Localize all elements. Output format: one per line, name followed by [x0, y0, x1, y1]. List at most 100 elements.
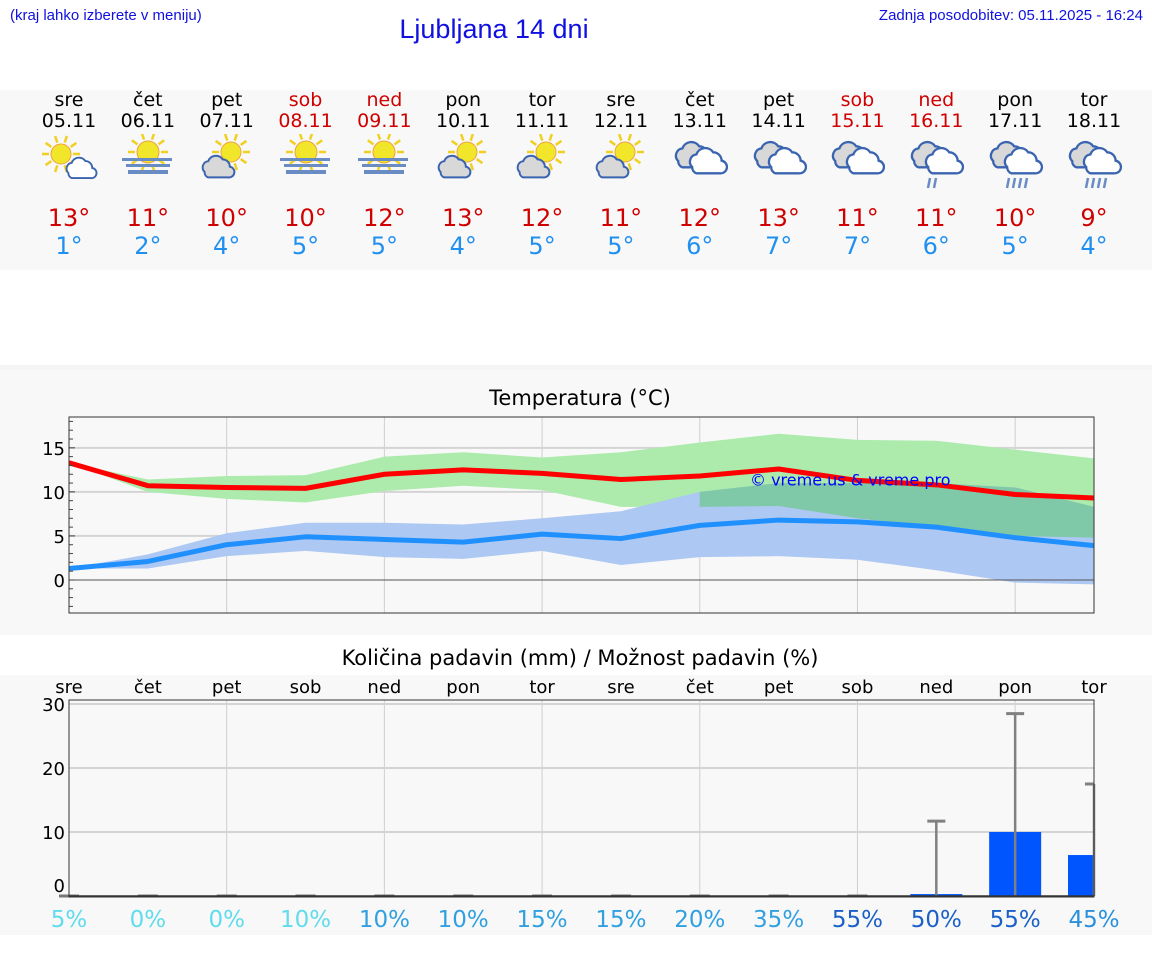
spacer [0, 270, 1152, 365]
day-name: ned [918, 89, 955, 111]
cloudy-rain-icon [1055, 134, 1133, 198]
max-temperature: 11° [915, 204, 958, 232]
day-name: sre [54, 89, 84, 111]
day-label: ned [367, 677, 401, 698]
day-name: pet [211, 89, 243, 111]
day-date: 10.11 [436, 110, 491, 132]
precipitation-probability: 35% [753, 907, 804, 933]
day-label: tor [1081, 677, 1107, 698]
max-temperature: 13° [47, 204, 91, 232]
day-name: sob [288, 89, 323, 111]
y-tick-label: 10 [42, 823, 65, 844]
max-temperature: 11° [836, 204, 879, 232]
day-label: pet [212, 677, 242, 698]
day-column: sre 05.11 13° 1° [30, 90, 108, 260]
temperature-chart: © vreme.us & vreme.pro 0 5 10 15 [42, 416, 1095, 614]
day-name: tor [1080, 89, 1108, 111]
partly-cloudy-icon [188, 134, 266, 198]
precipitation-probability: 20% [674, 907, 725, 933]
day-label: pet [764, 677, 794, 698]
min-temperature: 1° [55, 232, 83, 260]
y-tick-label: 10 [42, 483, 65, 504]
day-label: sob [290, 677, 322, 698]
precipitation-probability: 5% [51, 907, 88, 933]
day-name: sob [840, 89, 875, 111]
day-name: tor [528, 89, 556, 111]
sun-small-cloud-icon [30, 134, 108, 198]
min-temperature: 4° [449, 232, 477, 260]
cloudy-rain-icon [976, 134, 1054, 198]
day-column: čet 13.11 12° 6° [661, 90, 739, 260]
day-label: čet [134, 677, 162, 698]
min-temperature: 4° [1080, 232, 1108, 260]
min-temperature: 5° [528, 232, 556, 260]
day-name: čet [684, 89, 715, 111]
precipitation-chart-title: Količina padavin (mm) / Možnost padavin … [341, 646, 819, 670]
y-tick-label: 20 [42, 759, 65, 780]
day-column: sob 15.11 11° 7° [818, 90, 896, 260]
sun-fog-icon [345, 134, 423, 198]
precipitation-probability: 10% [280, 907, 331, 933]
day-column: pet 07.11 10° 4° [188, 90, 266, 260]
day-label: sre [55, 677, 82, 698]
min-temperature: 7° [764, 232, 793, 260]
plot-frame [68, 699, 1095, 898]
min-temperature: 2° [134, 232, 162, 260]
day-date: 05.11 [41, 110, 97, 132]
y-tick-label: 15 [42, 439, 65, 460]
partly-cloudy-icon [424, 134, 502, 198]
day-date: 07.11 [199, 110, 254, 132]
location-hint: (kraj lahko izberete v meniju) [10, 7, 202, 24]
day-name: pet [763, 89, 795, 111]
precipitation-probability: 55% [832, 907, 883, 933]
day-date: 08.11 [278, 110, 333, 132]
max-temperature: 13° [441, 204, 485, 232]
day-column: čet 06.11 11° 2° [109, 90, 187, 260]
day-column: ned 09.11 12° 5° [345, 90, 423, 260]
y-tick-label: 0 [54, 876, 65, 897]
min-temperature: 5° [607, 232, 635, 260]
precipitation-probability: 50% [911, 907, 962, 933]
plot-area [69, 700, 1094, 897]
partly-cloudy-icon [503, 134, 581, 198]
y-tick-label: 5 [54, 527, 65, 548]
day-label: pon [998, 677, 1032, 698]
precipitation-probability: 0% [208, 907, 245, 933]
day-name: ned [366, 89, 403, 111]
day-name: sre [606, 89, 636, 111]
cloudy-light-rain-icon [897, 134, 975, 198]
precipitation-probability: 15% [517, 907, 568, 933]
min-temperature: 5° [291, 232, 320, 260]
day-name: pon [445, 89, 482, 111]
day-date: 06.11 [120, 110, 176, 132]
watermark: © vreme.us & vreme.pro [750, 470, 951, 489]
precipitation-probability: 10% [359, 907, 410, 933]
daily-forecast-panel: sre 05.11 13° 1° čet 06.11 11° 2° pet 07.1… [0, 90, 1152, 270]
precipitation-probability: 55% [990, 907, 1041, 933]
cloudy-icon [818, 134, 896, 198]
day-label: čet [686, 677, 714, 698]
day-date: 09.11 [357, 110, 412, 132]
cloudy-icon [661, 134, 739, 198]
day-column: tor 18.11 9° 4° [1055, 90, 1133, 260]
precipitation-probability: 15% [595, 907, 646, 933]
max-temperature: 9° [1080, 204, 1108, 232]
min-temperature: 5° [1001, 232, 1029, 260]
day-column: pon 17.11 10° 5° [976, 90, 1054, 260]
range-overlap [699, 483, 1094, 538]
day-date: 11.11 [514, 110, 570, 132]
page-title: Ljubljana 14 dni [399, 14, 589, 44]
day-column: sre 12.11 11° 5° [582, 90, 660, 260]
sun-fog-icon [109, 134, 187, 198]
day-date: 15.11 [830, 110, 885, 132]
y-tick-label: 30 [42, 695, 65, 716]
max-temperature: 12° [520, 204, 564, 232]
max-temperature: 11° [126, 204, 170, 232]
day-name: čet [133, 89, 163, 111]
min-temperature: 4° [213, 232, 241, 260]
day-label: sre [607, 677, 634, 698]
day-label: pon [446, 677, 480, 698]
day-label: sob [842, 677, 874, 698]
min-temperature: 6° [686, 232, 714, 260]
day-column: pon 10.11 13° 4° [424, 90, 502, 260]
